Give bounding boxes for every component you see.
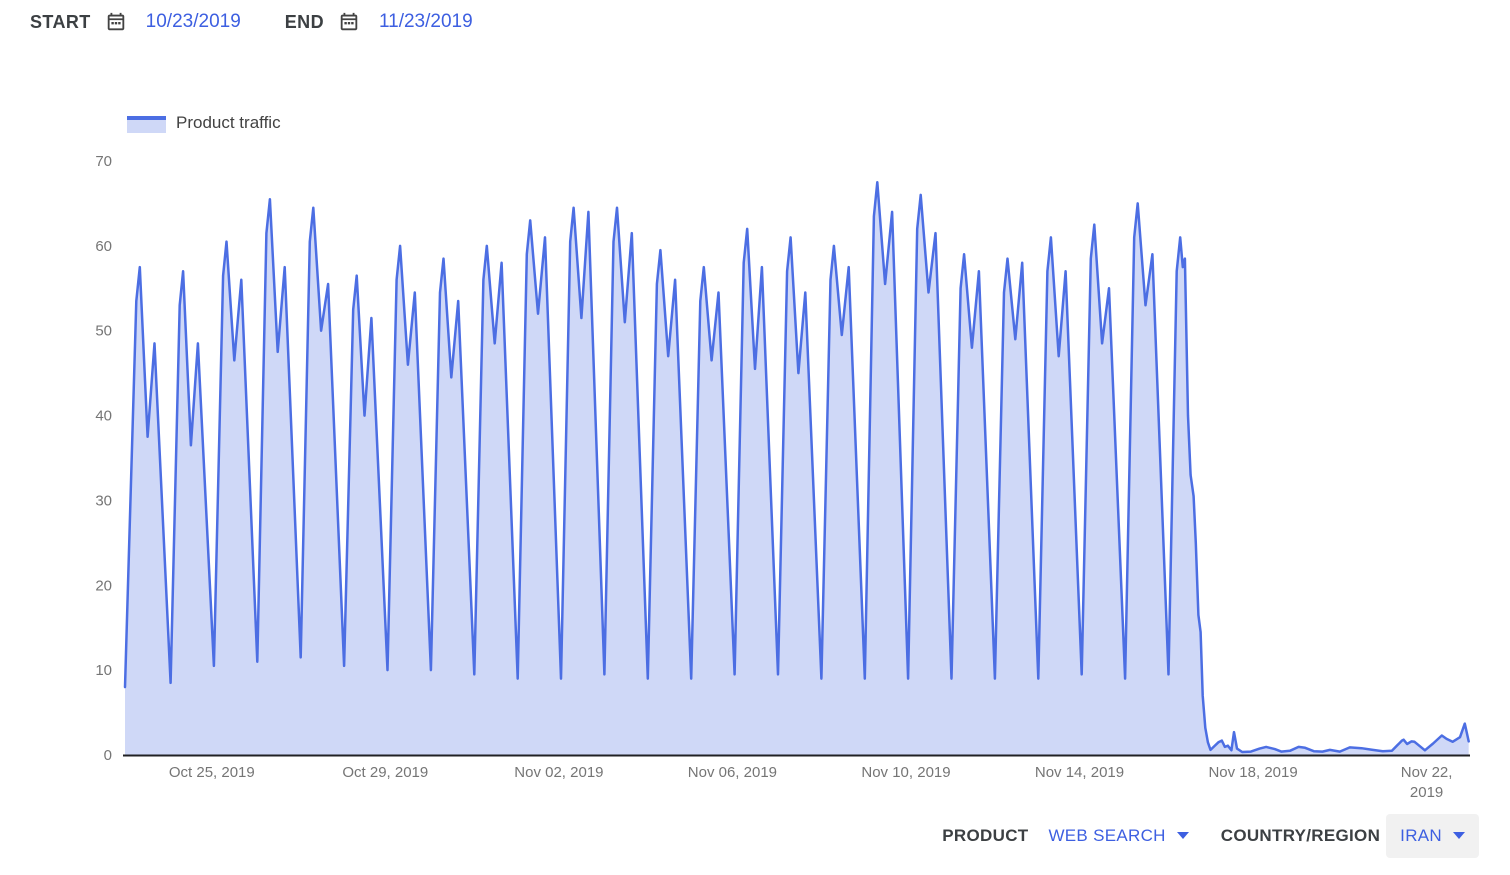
end-calendar-icon[interactable] [338, 11, 360, 33]
product-select[interactable]: WEB SEARCH [1034, 814, 1202, 858]
traffic-area-fill [125, 182, 1469, 755]
start-calendar-icon[interactable] [105, 11, 127, 33]
chart-legend: Product traffic [127, 113, 281, 133]
x-tick-label: Nov 10, 2019 [861, 764, 950, 781]
start-date-link[interactable]: 10/23/2019 [145, 11, 241, 32]
legend-area-swatch-icon [127, 116, 166, 133]
start-label: START [30, 11, 91, 32]
x-tick-label: Nov 02, 2019 [514, 764, 603, 781]
chevron-down-icon [1453, 832, 1465, 839]
y-tick-label: 70 [95, 153, 112, 170]
y-tick-label: 20 [95, 577, 112, 594]
x-tick-label: Oct 29, 2019 [342, 764, 428, 781]
end-date-link[interactable]: 11/23/2019 [378, 11, 473, 32]
calendar-icon [107, 12, 124, 31]
end-label: END [284, 11, 324, 32]
date-range-controls: START 10/23/2019 END 11/23/2019 [30, 8, 473, 36]
product-select-value: WEB SEARCH [1048, 825, 1166, 845]
filter-controls: PRODUCT WEB SEARCH COUNTRY/REGION IRAN [942, 813, 1479, 858]
y-tick-label: 30 [95, 492, 112, 509]
calendar-icon [340, 12, 358, 31]
traffic-line [123, 180, 1470, 754]
y-tick-label: 40 [95, 408, 112, 425]
x-tick-label: Nov 22, 2019 [1401, 764, 1453, 801]
x-tick-label: Nov 06, 2019 [688, 764, 777, 781]
product-label: PRODUCT [942, 825, 1029, 845]
x-tick-label: Nov 14, 2019 [1035, 764, 1124, 781]
country-label: COUNTRY/REGION [1220, 825, 1381, 845]
x-tick-label: Nov 18, 2019 [1208, 764, 1297, 781]
y-tick-label: 10 [95, 662, 112, 679]
x-tick-label: Oct 25, 2019 [169, 764, 255, 781]
y-tick-label: 60 [95, 238, 112, 255]
y-tick-label: 50 [95, 323, 112, 340]
y-tick-label: 0 [104, 747, 112, 764]
chevron-down-icon [1176, 832, 1189, 839]
country-select-value: IRAN [1400, 825, 1442, 845]
country-select[interactable]: IRAN [1386, 813, 1479, 858]
legend-label: Product traffic [176, 113, 281, 132]
